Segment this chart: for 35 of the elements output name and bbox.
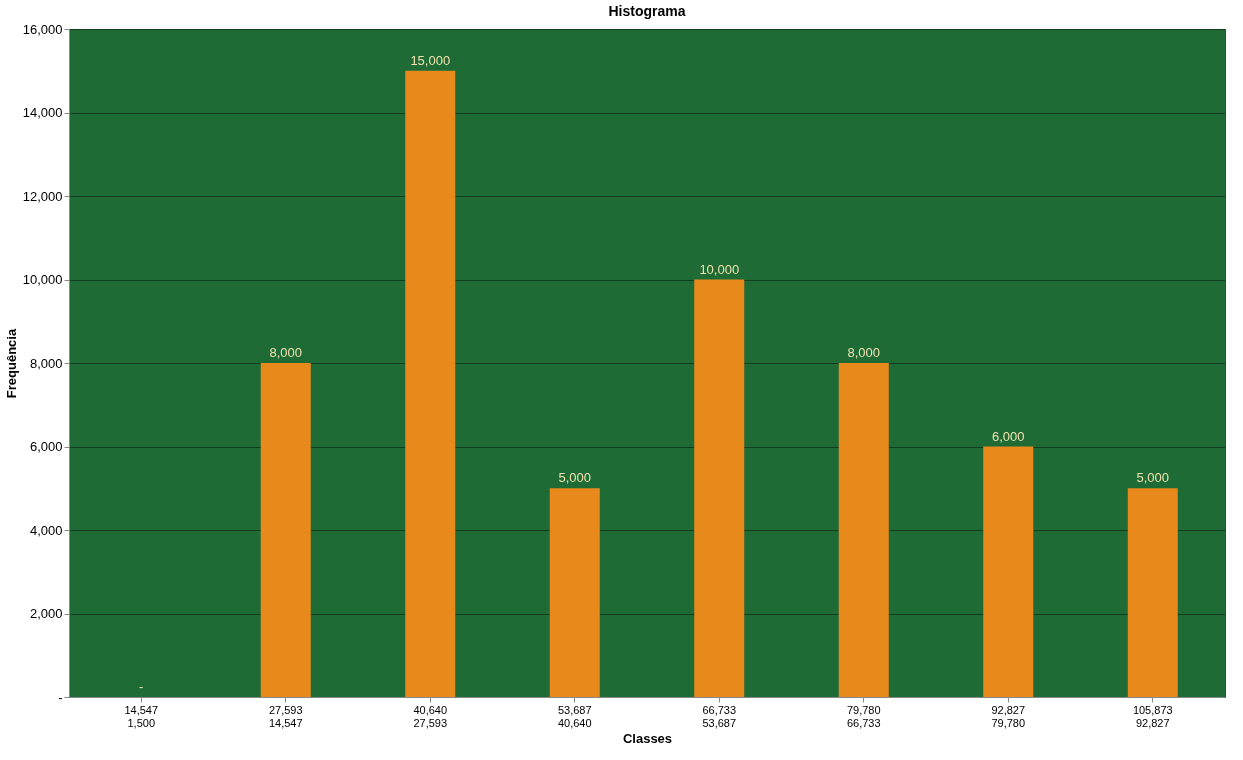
x-tick-label: 53,687 40,640	[557, 703, 592, 729]
data-label: 6,000	[991, 428, 1025, 444]
y-axis-title: Frequência	[3, 328, 19, 399]
x-tick-label: 40,640 27,593	[413, 703, 448, 729]
y-tick-label: 12,000	[22, 188, 63, 204]
x-tick-label: 105,873 92,827	[1132, 703, 1173, 729]
bar	[260, 363, 311, 697]
y-tick-label: 6,000	[29, 439, 63, 454]
data-label: -	[139, 679, 144, 694]
x-tick-label: 79,780 66,733	[846, 703, 881, 729]
bar	[838, 363, 889, 697]
y-tick-label: 4,000	[29, 522, 63, 538]
chart-title: Histograma	[608, 3, 686, 19]
x-tick-label: 92,827 79,780	[991, 703, 1026, 729]
x-tick-label: 27,593 14,547	[268, 703, 303, 729]
data-label: 8,000	[269, 345, 303, 360]
y-tick-label: 14,000	[22, 105, 63, 120]
x-axis-title: Classes	[622, 730, 673, 746]
data-label: 15,000	[410, 52, 451, 68]
bar	[549, 488, 600, 697]
bar	[405, 70, 456, 697]
bar	[1127, 488, 1178, 697]
y-tick-label: -	[58, 689, 63, 705]
data-label: 5,000	[558, 470, 592, 486]
bar	[983, 446, 1034, 697]
data-label: 10,000	[699, 261, 740, 277]
bar	[694, 279, 745, 697]
x-tick-label: 66,733 53,687	[702, 703, 737, 729]
x-tick-label: 14,547 1,500	[124, 703, 159, 729]
y-tick-label: 10,000	[22, 272, 63, 287]
data-label: 8,000	[847, 345, 881, 360]
y-tick-label: 8,000	[29, 355, 63, 371]
y-tick-label: 2,000	[29, 606, 63, 621]
y-tick-label: 16,000	[22, 21, 63, 37]
data-label: 5,000	[1136, 470, 1170, 486]
